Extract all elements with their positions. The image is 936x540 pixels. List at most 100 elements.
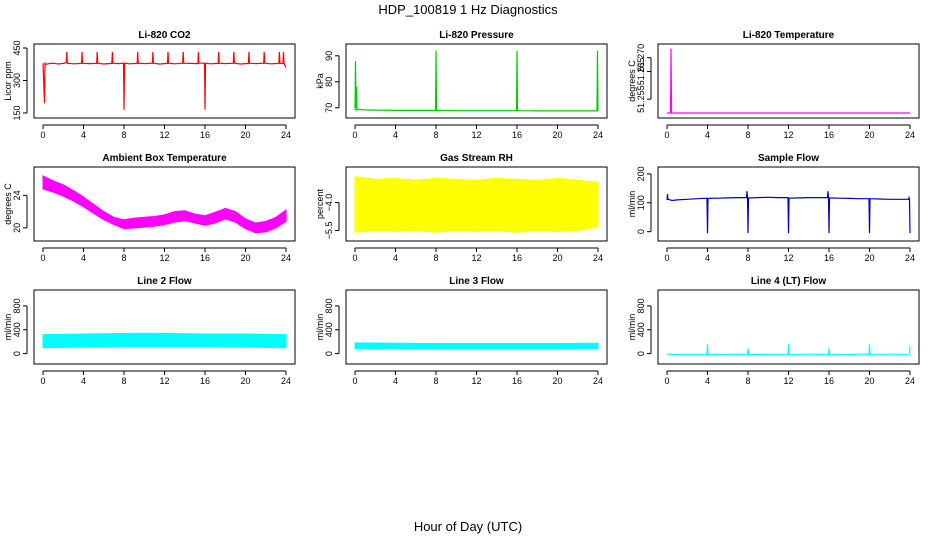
panel-9-x-tick-label: 8 xyxy=(745,376,750,386)
panel-4-band xyxy=(42,175,287,234)
panel-8-x-tick-label: 24 xyxy=(593,376,603,386)
panel-3-title: Li-820 Temperature xyxy=(743,30,835,41)
panel-6-x-tick-label: 0 xyxy=(664,253,669,263)
panel-3-x-tick-label: 16 xyxy=(824,130,834,140)
panel-6-y-tick-label: 200 xyxy=(636,166,646,181)
panel-1-frame xyxy=(33,43,296,119)
panel-2-y-axis-label: kPa xyxy=(315,73,325,89)
panel-7-x-tick-label: 16 xyxy=(200,376,210,386)
panel-9-y-tick-label: 0 xyxy=(636,351,646,356)
panel-5-y-tick-label: −4.0 xyxy=(324,194,334,212)
panel-8-y-tick-label: 800 xyxy=(324,298,334,313)
panel-7-title: Line 2 Flow xyxy=(137,276,192,287)
panel-9-x-tick-label: 4 xyxy=(705,376,710,386)
panel-1-y-tick-label: 300 xyxy=(12,73,22,88)
panel-3-y-tick-label: 51.270 xyxy=(636,44,646,72)
panel-7-frame xyxy=(33,289,296,365)
panel-8-x-tick-label: 16 xyxy=(512,376,522,386)
panel-9-frame xyxy=(657,289,920,365)
panel-7-x-tick-label: 4 xyxy=(81,376,86,386)
panel-5-x-tick-label: 20 xyxy=(552,253,562,263)
panel-9-y-tick-label: 400 xyxy=(636,322,646,337)
panel-9-x-tick-label: 0 xyxy=(664,376,669,386)
panel-6-x-tick-label: 8 xyxy=(745,253,750,263)
panel-4-x-tick-label: 24 xyxy=(281,253,291,263)
panel-5-x-tick-label: 0 xyxy=(352,253,357,263)
panel-1-x-tick-label: 24 xyxy=(281,130,291,140)
panel-6-x-tick-label: 12 xyxy=(783,253,793,263)
panel-3-x-tick-label: 20 xyxy=(864,130,874,140)
panel-3-y-tick-label: 51.255 xyxy=(636,85,646,113)
panel-8-title: Line 3 Flow xyxy=(449,276,504,287)
panel-3-series-line xyxy=(667,48,910,114)
panel-8-data xyxy=(354,342,599,350)
panel-1-x-tick-label: 16 xyxy=(200,130,210,140)
panel-2-x-tick-label: 8 xyxy=(433,130,438,140)
panel-4-x-tick-label: 20 xyxy=(240,253,250,263)
panel-9-title: Line 4 (LT) Flow xyxy=(751,276,827,287)
panel-5-x-tick-label: 4 xyxy=(393,253,398,263)
panel-7-y-tick-label: 400 xyxy=(12,322,22,337)
panel-6-y-tick-label: 100 xyxy=(636,195,646,210)
panel-7-y-tick-label: 0 xyxy=(12,351,22,356)
panel-1-y-tick-label: 450 xyxy=(12,40,22,55)
panel-2-series-line xyxy=(354,50,599,113)
panel-5-title: Gas Stream RH xyxy=(440,153,513,164)
panel-9-series-line xyxy=(666,344,911,356)
panel-7-x-tick-label: 0 xyxy=(40,376,45,386)
panel-2-y-tick-label: 70 xyxy=(324,103,334,113)
panel-8-y-axis-label: ml/min xyxy=(315,314,325,341)
panel-8-y-tick-label: 400 xyxy=(324,322,334,337)
panel-5-x-tick-label: 8 xyxy=(433,253,438,263)
panel-4-title: Ambient Box Temperature xyxy=(102,153,227,164)
panel-6-x-tick-label: 4 xyxy=(705,253,710,263)
panel-9-x-tick-label: 16 xyxy=(824,376,834,386)
panel-4-x-tick-label: 4 xyxy=(81,253,86,263)
panel-3-data xyxy=(667,48,910,114)
panel-8-x-tick-label: 0 xyxy=(352,376,357,386)
panel-9-x-tick-label: 24 xyxy=(905,376,915,386)
panel-2-y-tick-label: 80 xyxy=(324,77,334,87)
panel-8-x-tick-label: 8 xyxy=(433,376,438,386)
panel-4-x-tick-label: 0 xyxy=(40,253,45,263)
panel-7-x-tick-label: 12 xyxy=(159,376,169,386)
panel-6-series-line xyxy=(666,191,911,234)
panel-8-x-tick-label: 12 xyxy=(471,376,481,386)
panel-9-y-axis-label: ml/min xyxy=(627,314,637,341)
panel-1-y-tick-label: 150 xyxy=(12,105,22,120)
panel-4-x-tick-label: 16 xyxy=(200,253,210,263)
panel-3-x-tick-label: 12 xyxy=(783,130,793,140)
panel-1: Li-820 CO2 0 4 8 12 16 20 24 150 300 450 Licor ppm xyxy=(3,30,296,140)
panel-9-x-tick-label: 12 xyxy=(783,376,793,386)
panel-3-x-tick-label: 24 xyxy=(905,130,915,140)
panel-3-x-tick-label: 8 xyxy=(745,130,750,140)
panel-1-title: Li-820 CO2 xyxy=(138,30,191,41)
panel-7-band xyxy=(42,332,287,349)
panel-1-x-tick-label: 12 xyxy=(159,130,169,140)
panel-6-data xyxy=(666,191,911,234)
panel-5-x-tick-label: 16 xyxy=(512,253,522,263)
panel-2-x-tick-label: 4 xyxy=(393,130,398,140)
panel-4-y-tick-label: 20 xyxy=(12,223,22,233)
panel-5-data xyxy=(354,176,599,233)
panel-2-x-tick-label: 24 xyxy=(593,130,603,140)
panel-2-x-tick-label: 20 xyxy=(552,130,562,140)
panel-4-x-tick-label: 12 xyxy=(159,253,169,263)
panel-6-y-axis-label: ml/min xyxy=(627,191,637,218)
panel-6: Sample Flow 0 4 8 12 16 20 24 0 100 200 ml/min xyxy=(627,153,920,263)
panel-3: Li-820 Temperature 0 4 8 12 16 20 24 51.25551.26… xyxy=(627,30,920,140)
panel-3-x-tick-label: 4 xyxy=(705,130,710,140)
panel-1-data xyxy=(42,51,287,110)
figure-title: HDP_100819 1 Hz Diagnostics xyxy=(378,2,558,17)
panel-5-band xyxy=(354,176,599,233)
panel-6-y-tick-label: 0 xyxy=(636,229,646,234)
panel-8-x-tick-label: 20 xyxy=(552,376,562,386)
panel-3-y-tick-label: 51.265 xyxy=(636,58,646,86)
panel-8-y-tick-label: 0 xyxy=(324,351,334,356)
panel-6-x-tick-label: 24 xyxy=(905,253,915,263)
panel-4-data xyxy=(42,175,287,234)
